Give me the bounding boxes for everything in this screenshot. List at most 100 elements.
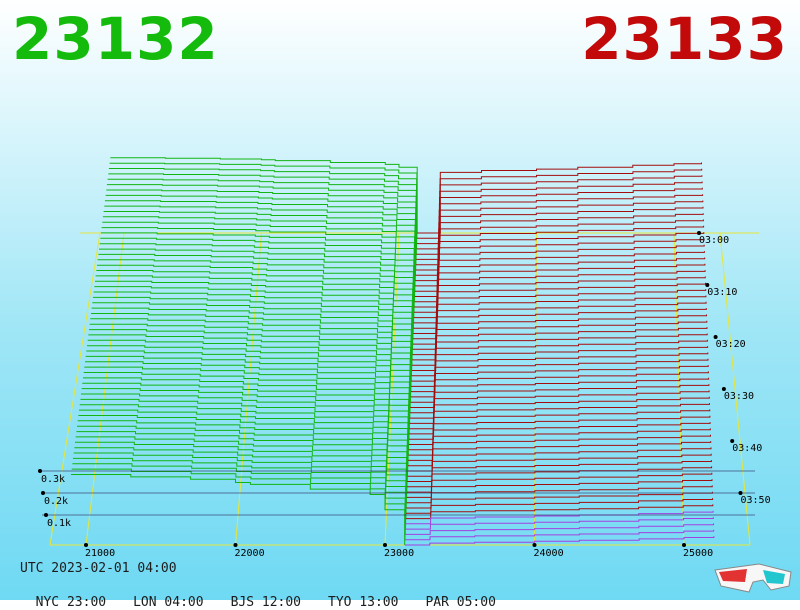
time-tick-mark [713,335,718,339]
depth-line-bids [97,259,414,334]
depth-line-asks [413,289,707,340]
depth-line-bids [79,404,408,477]
volume-tick-label: 0.3k [41,474,65,485]
depth-line-asks [409,390,710,424]
depth-line-asks [404,536,715,546]
depth-line-asks [412,320,708,366]
depth-line-asks [406,498,714,514]
depth-line-bids [98,253,414,329]
depth-line-asks [408,441,712,467]
depth-line-bids [110,157,418,233]
depth-line-asks [407,460,712,482]
depth-line-bids [103,211,416,286]
depth-line-asks [416,194,704,260]
depth-line-asks [406,485,713,504]
time-tick-label: 03:50 [741,495,771,506]
depth-line-bids [88,334,411,408]
depth-line-asks [413,282,706,334]
price-tick-mark [233,543,238,547]
depth-line-asks [409,403,710,435]
depth-line-bids [106,184,417,260]
depth-line-asks [407,447,712,472]
time-tick-mark [730,439,735,443]
timezone-row: NYC 23:00 LON 04:00 BJS 12:00 TYO 13:00 PAR … [20,580,523,610]
depth-line-asks [405,529,715,541]
depth-line-asks [408,422,711,451]
depth-line-asks [416,181,703,250]
price-tick-label: 25000 [683,548,713,559]
depth-line-bids [75,436,407,508]
depth-line-asks [410,377,710,414]
depth-line-asks [415,232,705,292]
depth-line-bids [72,463,406,535]
depth-line-bids [95,275,413,350]
depth-line-asks [417,162,702,234]
depth-line-asks [408,428,711,456]
zone-lon: LON 04:00 [133,595,204,610]
depth-line-asks [405,504,714,520]
depth-line-bids [89,323,412,397]
depth-line-asks [411,333,708,377]
depth-line-bids [106,189,417,265]
depth-line-bids [73,452,407,524]
depth-line-asks [412,295,707,345]
depth-line-asks [415,213,704,276]
depth-line-asks [408,434,711,461]
price-tick-label: 24000 [534,548,564,559]
depth-line-asks [416,200,704,266]
time-tick-label: 03:40 [732,443,762,454]
depth-line-asks [414,257,706,313]
depth-line-asks [417,168,703,239]
depth-line-bids [107,178,417,255]
volume-tick-label: 0.1k [47,518,71,529]
depth-line-bids [104,205,416,281]
depth-line-bids [105,194,417,270]
depth-line-bids [97,264,414,339]
depth-line-bids [91,307,412,382]
depth-line-bids [76,431,407,503]
time-tick-mark [721,387,726,391]
depth-line-bids [92,302,412,376]
depth-line-asks [416,175,703,245]
depth-line-bids [83,372,410,445]
zone-par: PAR 05:00 [425,595,496,610]
depth-line-bids [108,173,417,249]
depth-line-asks [409,396,710,430]
depth-line-asks [416,187,703,255]
depth-line-bids [93,291,413,366]
depth-line-bids [95,280,413,355]
depth-line-bids [102,221,416,297]
price-tick-mark [532,543,537,547]
depth-line-bids [99,243,415,318]
depth-line-asks [405,523,714,535]
depth-line-asks [411,327,708,371]
depth-line-bids [93,296,413,371]
depth-line-bids [73,457,406,530]
depth-line-asks [407,472,713,493]
depth-line-bids [78,415,408,487]
price-tick-mark [383,543,387,547]
depth-line-bids [83,377,409,450]
price-tick-label: 22000 [235,548,265,559]
volume-tick-mark [41,491,45,495]
time-tick-label: 03:00 [699,235,729,246]
depth-line-asks [406,491,713,509]
depth-line-asks [409,409,711,440]
zone-nyc: NYC 23:00 [35,595,107,610]
depth-line-bids [86,350,411,424]
utc-time: UTC 2023-02-01 04:00 [20,561,177,576]
depth-line-asks [405,510,714,525]
time-tick-mark [705,283,710,287]
depth-line-asks [415,219,704,282]
volume-tick-mark [38,469,42,473]
volume-tick-label: 0.2k [44,496,68,507]
depth-line-asks [406,479,713,498]
depth-line-bids [77,425,408,498]
zone-bjs: BJS 12:00 [230,595,302,610]
3d-glasses-icon[interactable] [713,560,793,594]
volume-tick-mark [44,513,48,517]
depth-line-bids [99,248,415,323]
price-tick-label: 21000 [85,548,115,559]
depth-line-bids [109,162,418,239]
